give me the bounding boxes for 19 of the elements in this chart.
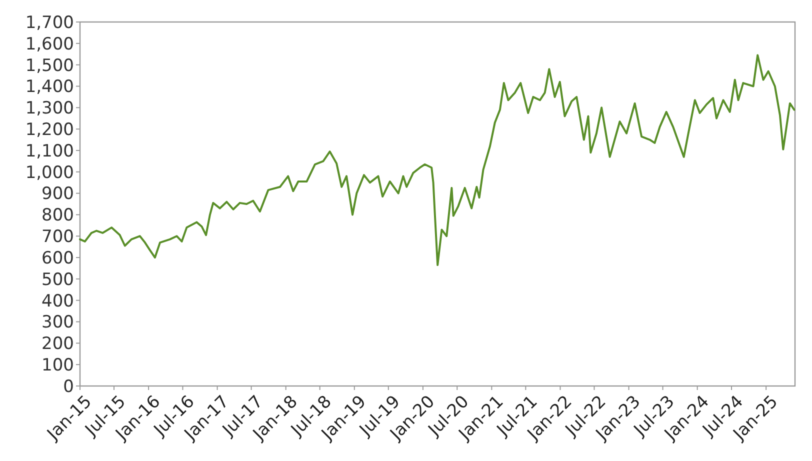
y-tick-label: 1,500 (25, 56, 74, 76)
y-tick-label: 1,400 (25, 77, 74, 98)
y-tick-label: 1,200 (25, 120, 74, 140)
y-tick-label: 700 (42, 227, 74, 248)
y-tick-label: 1,000 (25, 162, 74, 183)
y-tick-label: 500 (42, 270, 74, 290)
y-tick-label: 400 (42, 291, 74, 312)
y-tick-label: 1,600 (25, 34, 74, 54)
y-tick-label: 600 (42, 248, 74, 268)
y-tick-label: 300 (42, 312, 74, 333)
y-tick-label: 1,300 (25, 98, 74, 119)
y-tick-label: 800 (42, 206, 74, 226)
y-tick-label: 200 (42, 334, 74, 354)
y-tick-label: 1,100 (25, 141, 74, 162)
y-tick-label: 100 (42, 356, 74, 376)
y-tick-label: 1,700 (25, 12, 74, 33)
y-tick-label: 0 (63, 376, 74, 397)
y-tick-label: 900 (42, 184, 74, 204)
line-series (79, 54, 796, 266)
